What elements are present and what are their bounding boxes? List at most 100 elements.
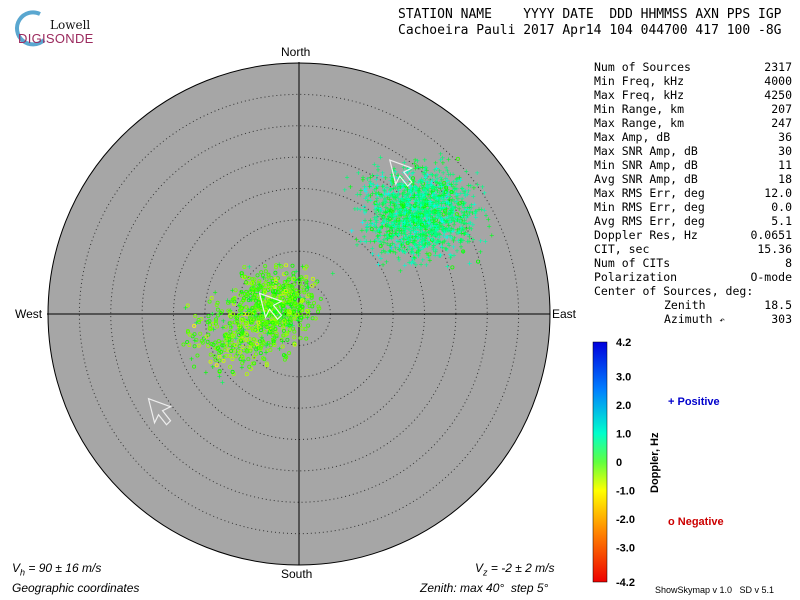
source-positive: + [383,209,388,218]
source-positive: + [457,224,462,233]
source-positive: + [465,204,470,213]
source-positive: + [442,190,447,199]
source-positive: + [391,174,396,183]
source-positive: + [431,190,436,199]
source-positive: + [482,206,487,215]
source-positive: + [459,229,464,238]
source-positive: + [402,224,407,233]
source-positive: + [445,176,450,185]
source-positive: + [424,220,429,229]
source-positive: + [419,224,424,233]
source-positive: + [394,227,399,236]
source-positive: + [422,242,427,251]
source-positive: + [439,199,444,208]
source-positive: + [421,192,426,201]
source-positive: + [419,191,424,200]
source-positive: + [420,216,425,225]
source-positive: + [442,236,447,245]
stat-label: Num of CITs [594,256,671,270]
source-positive: + [368,237,373,246]
source-positive: + [403,223,408,232]
source-positive: + [429,181,434,190]
source-positive: + [375,213,380,222]
source-positive: + [391,189,396,198]
source-positive: + [459,223,464,232]
source-positive: + [409,247,414,256]
zenith-row: Zenith 18.5 [594,298,792,312]
source-positive: + [379,206,384,215]
source-positive: + [433,222,438,231]
source-positive: + [453,215,458,224]
source-positive: + [375,191,380,200]
source-negative [267,311,272,316]
source-positive: + [391,166,396,175]
source-negative [304,287,309,292]
source-positive: + [265,339,270,348]
source-positive: + [382,194,387,203]
source-positive: + [418,178,423,187]
source-positive: + [471,184,476,193]
source-positive: + [389,224,394,233]
source-negative [457,201,462,206]
source-positive: + [429,170,434,179]
source-positive: + [420,189,425,198]
source-positive: + [436,197,441,206]
source-positive: + [417,207,422,216]
source-positive: + [398,183,403,192]
source-positive: + [399,230,404,239]
source-positive: + [380,198,385,207]
source-positive: + [419,217,424,226]
source-positive: + [445,198,450,207]
source-positive: + [431,209,436,218]
source-positive: + [397,217,402,226]
source-positive: + [438,179,443,188]
source-positive: + [388,246,393,255]
source-positive: + [417,229,422,238]
source-positive: + [429,187,434,196]
source-positive: + [377,226,382,235]
stat-label: Max Amp, dB [594,130,671,144]
source-positive: + [448,181,453,190]
source-positive: + [461,225,466,234]
source-negative [432,208,437,213]
source-positive: + [407,196,412,205]
stat-row: Max Freq, kHz 4250 [594,88,792,102]
source-positive: + [397,202,402,211]
source-positive: + [420,193,425,202]
source-positive: + [397,224,402,233]
source-positive: + [362,182,367,191]
source-positive: + [444,214,449,223]
source-positive: + [427,208,432,217]
source-positive: + [413,201,418,210]
source-positive: + [440,239,445,248]
source-positive: + [397,246,402,255]
source-positive: + [442,219,447,228]
source-positive: + [396,221,401,230]
source-positive: + [405,200,410,209]
source-positive: + [406,195,411,204]
source-positive: + [361,205,366,214]
source-positive: + [373,204,378,213]
source-positive: + [451,207,456,216]
source-positive: + [439,219,444,228]
source-positive: + [455,215,460,224]
source-positive: + [401,228,406,237]
source-positive: + [422,190,427,199]
source-positive: + [439,175,444,184]
source-positive: + [408,195,413,204]
source-positive: + [405,217,410,226]
source-positive: + [414,228,419,237]
source-positive: + [389,234,394,243]
source-positive: + [454,192,459,201]
source-positive: + [389,219,394,228]
source-positive: + [431,235,436,244]
source-positive: + [423,209,428,218]
source-positive: + [438,156,443,165]
source-positive: + [415,157,420,166]
source-positive: + [402,218,407,227]
source-positive: + [435,194,440,203]
source-positive: + [392,217,397,226]
source-positive: + [437,224,442,233]
source-positive: + [411,190,416,199]
source-positive: + [444,177,449,186]
